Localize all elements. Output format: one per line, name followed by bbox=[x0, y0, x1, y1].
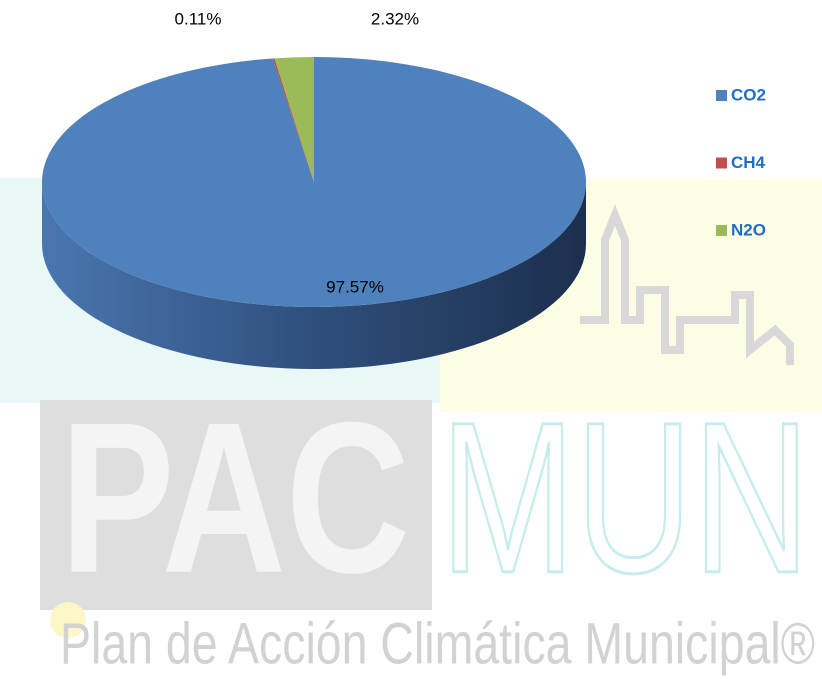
legend-label: N2O bbox=[731, 220, 766, 239]
chart: PAC MUN Plan de Acción Climática Municip… bbox=[0, 0, 822, 679]
watermark-tagline: Plan de Acción Climática Municipal® bbox=[60, 611, 815, 676]
legend-label: CH4 bbox=[731, 153, 766, 172]
legend-swatch bbox=[716, 158, 727, 169]
data-label: 2.32% bbox=[371, 9, 419, 28]
data-label: 0.11% bbox=[175, 9, 222, 28]
watermark-right: MUN bbox=[440, 377, 810, 618]
page: {"chart_data": {"type": "pie", "categori… bbox=[0, 0, 822, 679]
pie: 97.57% 0.11% 2.32% bbox=[42, 9, 586, 369]
watermark-left: PAC bbox=[60, 377, 410, 618]
data-label: 97.57% bbox=[326, 277, 384, 296]
legend-swatch bbox=[716, 90, 727, 101]
legend-label: CO2 bbox=[731, 85, 766, 104]
legend-swatch bbox=[716, 225, 727, 236]
